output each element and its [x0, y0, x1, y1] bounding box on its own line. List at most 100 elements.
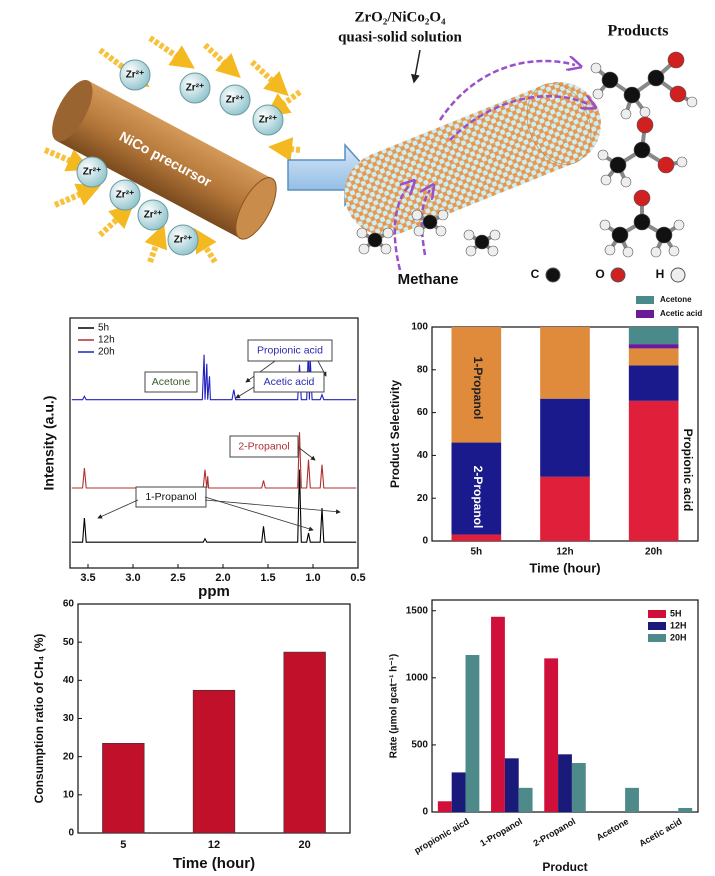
atom [413, 225, 425, 237]
ion-arrow [193, 227, 218, 264]
y-axis-label: Consumption ratio of CH₄ (%) [32, 634, 46, 804]
plot-frame [69, 317, 359, 569]
y-tick-label: 0 [422, 807, 428, 818]
annotation-box [229, 435, 299, 458]
atom [676, 156, 688, 168]
y-tick-label: 500 [411, 740, 428, 751]
atom [686, 96, 698, 108]
y-tick-label: 100 [411, 322, 428, 333]
atom [592, 88, 604, 100]
ion-arrow [268, 137, 301, 162]
ion-arrow [249, 59, 289, 97]
atom [422, 214, 438, 230]
atom [465, 245, 477, 257]
atom [599, 219, 611, 231]
y-tick-label: 60 [63, 599, 75, 610]
bar-segment [451, 534, 502, 541]
atom [463, 229, 475, 241]
legend-label: 12H [670, 620, 687, 630]
legend-label: Acetone [660, 295, 692, 304]
bar [192, 689, 236, 834]
ion-label: Zr²⁺ [259, 115, 278, 126]
atom [609, 156, 627, 174]
y-tick-label: 1500 [406, 605, 429, 616]
ion-ball [137, 199, 169, 231]
annotation-arrow [97, 499, 139, 519]
y-tick-label: 80 [417, 364, 429, 375]
legend-swatch [648, 622, 666, 630]
x-tick-label: 2.0 [215, 572, 230, 584]
atom [435, 225, 447, 237]
rod-body [56, 80, 272, 239]
atom [639, 106, 651, 118]
bar [465, 655, 480, 812]
ion-label: Zr²⁺ [174, 235, 193, 246]
segment-label: 1-Propanol [471, 357, 485, 420]
atom-legend-swatch [610, 267, 626, 283]
rod-end [52, 79, 93, 142]
x-tick-label: 2.5 [170, 572, 185, 584]
y-tick-label: 0 [422, 536, 428, 547]
x-tick-label: 1.0 [305, 572, 320, 584]
spectrum-line [71, 469, 357, 543]
legend-label: 5H [670, 608, 682, 618]
atom [380, 243, 392, 255]
ion-ball [109, 179, 141, 211]
atom [650, 246, 662, 258]
y-tick-label: 1000 [406, 672, 429, 683]
atom-legend-label: C [531, 267, 540, 281]
annotation-label: Acetone [152, 376, 191, 388]
atom-legend-swatch [545, 267, 561, 283]
bar [544, 658, 559, 812]
x-tick-label: 12 [208, 839, 220, 851]
bar [518, 787, 533, 812]
bar-segment [628, 348, 679, 366]
atom [382, 227, 394, 239]
spectrum-line [71, 432, 357, 489]
ion-arrow [202, 42, 241, 79]
ion-label: Zr²⁺ [226, 95, 245, 106]
annotation-box [253, 371, 325, 393]
annotation-box [144, 371, 198, 393]
atom [411, 209, 423, 221]
nanorod-end [526, 83, 592, 165]
legend-label: Acetic acid [660, 309, 702, 318]
x-tick-label: 20 [299, 839, 311, 851]
legend-label: 12h [98, 335, 115, 346]
atom [636, 116, 654, 134]
legend-swatch [648, 634, 666, 642]
ion-label: Zr²⁺ [144, 210, 163, 221]
atom-legend-label: H [656, 267, 665, 281]
legend-swatch [636, 310, 654, 318]
atom [601, 71, 619, 89]
x-axis-label: Time (hour) [529, 560, 600, 575]
x-tick-label: 20h [645, 547, 662, 558]
atom [623, 86, 641, 104]
atom [597, 149, 609, 161]
ion-ball [76, 156, 108, 188]
nanorod [344, 82, 602, 236]
annotation-arrow [297, 446, 316, 461]
x-tick-label: 0.5 [350, 572, 365, 584]
atom [590, 62, 602, 74]
y-tick-label: 20 [417, 493, 429, 504]
y-tick-label: 30 [63, 713, 75, 724]
ion-arrow [53, 183, 102, 208]
material-label: ZrO₂/NiCo₂O₄ [355, 9, 446, 25]
ion-label: Zr²⁺ [116, 190, 135, 201]
y-axis-label: Intensity (a.u.) [41, 396, 57, 491]
atom [604, 244, 616, 256]
bar-segment [628, 400, 679, 541]
atom [657, 156, 675, 174]
atom [358, 243, 370, 255]
ion-ball [167, 224, 199, 256]
x-axis-label: Product [542, 860, 587, 874]
x-tick-label: 5 [120, 839, 126, 851]
annotation-label: 1-Propanol [145, 491, 196, 503]
y-axis-label: Product Selectivity [388, 380, 402, 488]
atom [647, 69, 665, 87]
ion-ball [119, 59, 151, 91]
bar [558, 754, 572, 812]
